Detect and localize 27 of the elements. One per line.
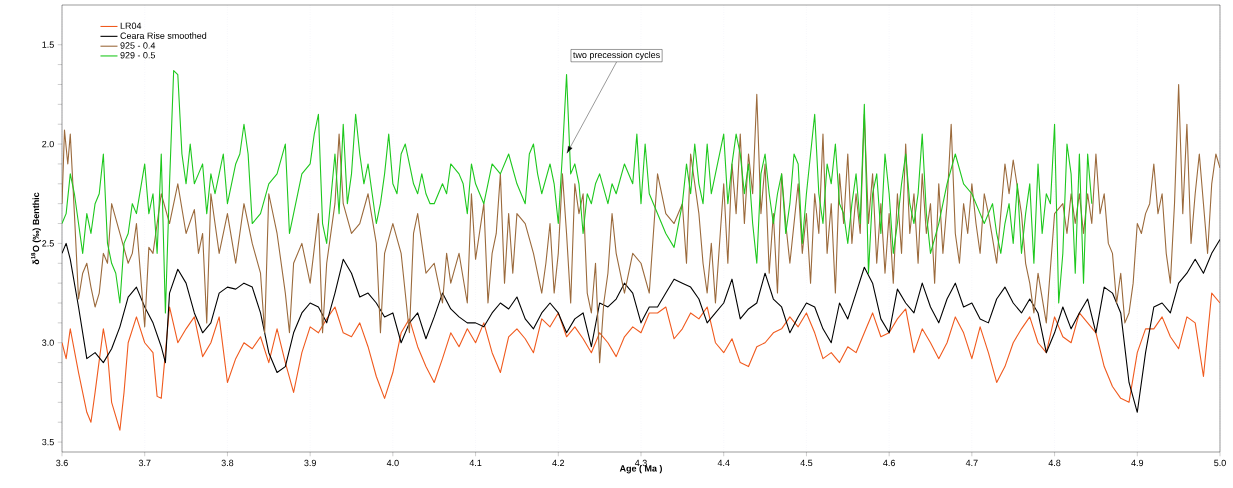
y-tick-label: 1.5: [42, 41, 54, 48]
x-tick-label: 4.6: [883, 459, 895, 467]
x-tick-label: 3.9: [304, 459, 316, 467]
legend-label: 929 - 0.5: [120, 52, 156, 59]
x-tick-label: 4.0: [386, 459, 399, 467]
x-tick-label: 4.1: [469, 459, 482, 466]
legend-label: Ceara Rise smoothed: [120, 32, 207, 39]
y-tick-label: 3.0: [42, 339, 54, 346]
y-tick-label: 2.0: [42, 140, 54, 148]
x-tick-label: 3.6: [56, 459, 68, 467]
line-series: [62, 292, 1220, 431]
x-tick-label: 4.3: [634, 459, 647, 467]
x-tick-label: 4.4: [717, 459, 730, 466]
x-tick-label: 3.8: [221, 459, 234, 467]
x-tick-label: 4.8: [1048, 459, 1061, 467]
y-tick-label: 3.5: [42, 438, 54, 446]
legend-label: LR04: [120, 22, 142, 29]
x-tick-label: 4.9: [1131, 459, 1144, 467]
x-tick-label: 3.7: [138, 459, 151, 467]
x-tick-label: 4.2: [552, 459, 565, 467]
legend-label: 925 - 0.4: [120, 42, 156, 49]
x-tick-label: 4.5: [800, 459, 813, 467]
x-tick-label: 5.0: [1214, 459, 1226, 467]
x-tick-label: 4.7: [965, 459, 978, 466]
y-axis-title: δ$^{18}$O (‰) Benthic: [31, 192, 41, 265]
y-tick-label: 2.5: [42, 240, 54, 247]
annotation: two precession cycles: [573, 51, 660, 60]
